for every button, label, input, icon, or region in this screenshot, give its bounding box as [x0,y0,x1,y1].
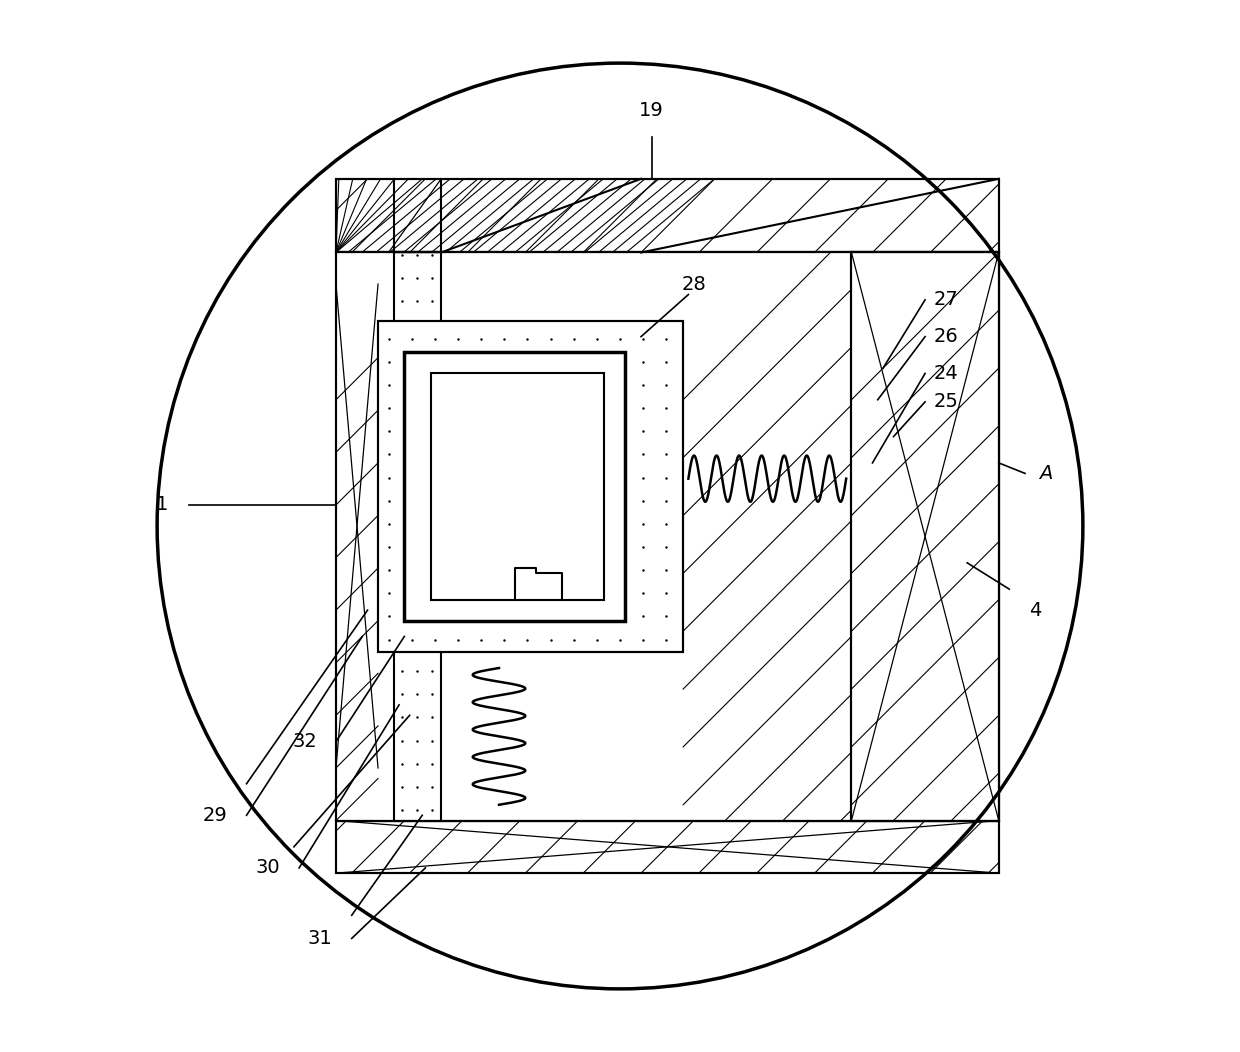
Bar [404,352,625,621]
Text: 31: 31 [308,929,332,948]
Bar [394,252,441,821]
Text: 28: 28 [681,275,706,294]
Text: 19: 19 [639,101,663,120]
Bar [430,373,604,600]
Text: 26: 26 [934,327,959,346]
Bar [378,321,683,652]
Text: 1: 1 [156,495,169,514]
Text: 25: 25 [934,392,959,411]
Text: 32: 32 [293,732,316,751]
Bar [336,179,998,252]
Text: 27: 27 [934,290,959,309]
Bar [336,252,998,821]
Bar [852,252,998,821]
Text: 4: 4 [1029,601,1042,620]
Text: 29: 29 [202,806,227,825]
Bar [336,821,998,873]
Bar [852,252,998,821]
Text: 30: 30 [255,858,280,877]
Bar [336,821,998,873]
Text: 24: 24 [934,364,959,383]
Text: A: A [1039,464,1053,483]
Bar [378,321,683,652]
Bar [336,179,998,252]
Bar [336,252,998,821]
